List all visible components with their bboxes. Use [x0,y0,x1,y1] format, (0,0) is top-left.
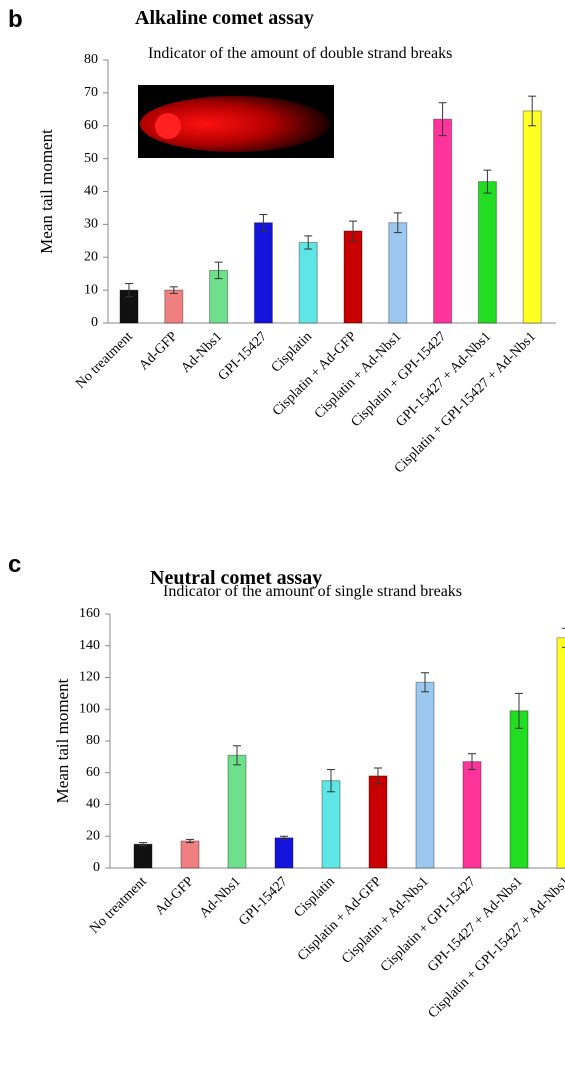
y-axis-label: Mean tail moment [37,129,56,254]
x-tick-label: GPI-15427 [236,874,291,929]
bar [133,843,153,869]
y-axis-label: Mean tail moment [53,678,72,803]
bar [509,710,529,869]
bar [368,775,388,869]
bar [227,754,247,869]
bar [522,110,542,324]
y-tick-label: 70 [84,85,98,100]
x-tick-label: No treatment [87,874,150,937]
bar [298,241,318,324]
y-tick-label: 80 [84,52,98,67]
y-tick-label: 40 [84,184,98,199]
y-tick-label: 100 [79,701,100,716]
x-tick-label: Cisplatin [269,329,315,375]
comet-image [138,85,334,158]
y-tick-label: 60 [86,765,100,780]
x-tick-label: Cisplatin + Ad-Nbs1 [312,329,405,422]
chart-title: Alkaline comet assay [135,7,314,29]
y-tick-label: 20 [86,828,100,843]
bar [556,637,565,869]
panel-label: b [8,6,23,33]
x-tick-label: Cisplatin + Ad-Nbs1 [339,874,432,967]
chart-subtitle: Indicator of the amount of single strand… [163,583,462,600]
bar [321,780,341,869]
x-tick-label: Cisplatin + Ad-GFP [295,874,385,964]
bar [415,681,435,869]
chart-title: Neutral comet assay [150,567,322,589]
bar [388,222,408,324]
bar [343,230,363,324]
x-tick-label: Ad-GFP [136,329,180,373]
chart-subtitle: Indicator of the amount of double strand… [148,45,452,62]
panel-label: c [8,551,21,578]
y-tick-label: 50 [84,151,98,166]
y-tick-label: 30 [84,217,98,232]
y-tick-label: 80 [86,733,100,748]
bar [274,837,294,869]
bar [433,118,453,324]
x-tick-label: GPI-15427 [216,329,271,384]
y-tick-label: 60 [84,118,98,133]
bar [253,222,273,324]
y-tick-label: 0 [91,315,98,330]
x-tick-label: No treatment [73,329,136,392]
y-tick-label: 140 [79,638,100,653]
bar [164,289,184,324]
bar [462,761,482,869]
x-tick-label: Cisplatin + Ad-GFP [270,329,360,419]
bar [180,840,200,869]
y-tick-label: 20 [84,249,98,264]
x-tick-label: Cisplatin [291,874,337,920]
x-tick-label: Ad-Nbs1 [197,874,244,921]
y-tick-label: 0 [93,860,100,875]
y-tick-label: 10 [84,282,98,297]
y-tick-label: 40 [86,797,100,812]
bar [477,181,497,324]
y-tick-label: 120 [79,670,100,685]
y-tick-label: 160 [79,606,100,621]
x-tick-label: Ad-GFP [153,874,197,918]
